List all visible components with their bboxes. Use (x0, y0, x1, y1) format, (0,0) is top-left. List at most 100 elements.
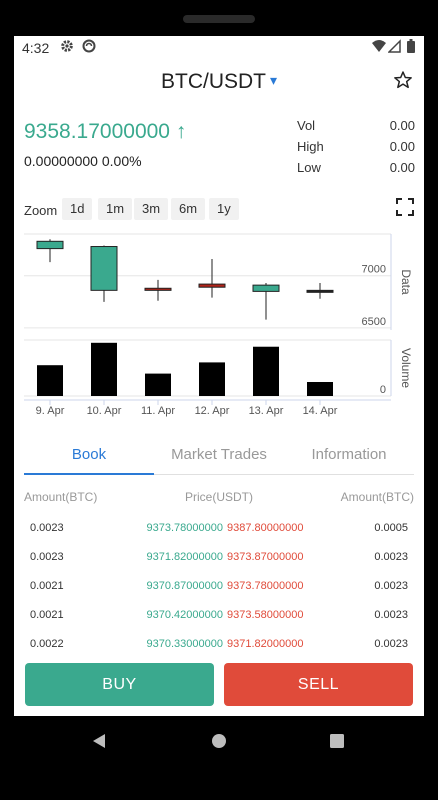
sell-button[interactable]: SELL (224, 663, 413, 706)
order-book-row[interactable]: 0.0021 9370.42000000 9373.58000000 0.002… (24, 603, 414, 632)
volume-bar (253, 346, 279, 396)
candlestick-chart[interactable]: 7000 6500 0 9. Apr 10. Apr 11. Apr 12. Apr 13. … (14, 226, 424, 426)
bid-price: 9373.78000000 (146, 522, 223, 534)
bid-price: 9371.82000000 (146, 551, 223, 563)
status-time: 4:32 (22, 40, 50, 56)
order-book: 0.0023 9373.78000000 9387.80000000 0.000… (24, 516, 414, 661)
wifi-icon (372, 40, 386, 52)
header-price: Price(USDT) (185, 490, 253, 504)
ask-price: 9373.58000000 (227, 609, 304, 621)
price-axis-title: Data (399, 269, 413, 295)
volume-axis-title: Volume (399, 348, 413, 388)
chart-labels: 7000 6500 0 9. Apr 10. Apr 11. Apr 12. Apr 13. … (36, 264, 413, 417)
candle (36, 239, 64, 263)
tab-book[interactable]: Book (71, 446, 107, 463)
ask-amount: 0.0023 (374, 580, 408, 592)
order-book-row[interactable]: 0.0022 9370.33000000 9371.82000000 0.002… (24, 632, 414, 661)
system-nav-bar (0, 716, 438, 766)
chevron-down-icon: ▾ (269, 72, 278, 88)
price-tick-label: 6500 (362, 316, 386, 328)
ticker-stats: Vol 0.00 High 0.00 Low 0.00 (297, 118, 415, 181)
bid-price: 9370.42000000 (146, 609, 223, 621)
candle (252, 283, 280, 320)
volume-bar (91, 342, 117, 396)
arrow-up-icon: ↑ (175, 120, 187, 143)
status-bar: 4:32 (14, 36, 424, 60)
buy-button[interactable]: BUY (25, 663, 214, 706)
gear-icon (61, 40, 73, 52)
ask-price: 9371.82000000 (227, 638, 304, 650)
order-book-row[interactable]: 0.0023 9371.82000000 9373.87000000 0.002… (24, 545, 414, 574)
title-bar: BTC/USDT ▾ (14, 64, 424, 104)
ask-price: 9373.87000000 (227, 551, 304, 563)
bid-amount: 0.0022 (30, 638, 64, 650)
price-tick-label: 7000 (362, 264, 386, 276)
stat-row-vol: Vol 0.00 (297, 118, 415, 139)
pair-selector[interactable]: BTC/USDT ▾ (14, 70, 424, 94)
price-change: 0.00000000 0.00% (24, 153, 142, 169)
bid-amount: 0.0023 (30, 551, 64, 563)
volume-tick-label: 0 (380, 384, 386, 396)
speaker-grille (183, 15, 255, 23)
candle-body (306, 289, 334, 293)
battery-icon (407, 39, 415, 53)
last-price-value: 9358.17000000 (24, 120, 170, 143)
stat-row-low: Low 0.00 (297, 160, 415, 181)
signal-icon (388, 39, 401, 53)
x-tick-label: 11. Apr (141, 405, 175, 417)
ask-amount: 0.0005 (374, 522, 408, 534)
ask-price: 9387.80000000 (227, 522, 304, 534)
recents-icon[interactable] (329, 733, 345, 749)
home-icon[interactable] (211, 733, 227, 749)
zoom-6m-button[interactable]: 6m (171, 198, 206, 220)
candle-body (198, 283, 226, 288)
zoom-label: Zoom (24, 203, 58, 218)
star-outline-icon[interactable] (393, 70, 413, 90)
header-ask-amount: Amount(BTC) (340, 490, 414, 504)
ask-amount: 0.0023 (374, 609, 408, 621)
volume-bar (37, 365, 63, 396)
bid-amount: 0.0023 (30, 522, 64, 534)
stat-label: Low (297, 160, 321, 175)
volume-bar (307, 382, 333, 396)
order-book-row[interactable]: 0.0021 9370.87000000 9373.78000000 0.002… (24, 574, 414, 603)
candle (144, 279, 172, 301)
candle (90, 245, 118, 302)
x-tick-label: 10. Apr (87, 405, 122, 417)
app-screen: 4:32 BTC/USDT ▾ (14, 36, 424, 716)
zoom-1m-button[interactable]: 1m (98, 198, 133, 220)
order-book-row[interactable]: 0.0023 9373.78000000 9387.80000000 0.000… (24, 516, 414, 545)
ask-amount: 0.0023 (374, 638, 408, 650)
active-tab-indicator (24, 473, 154, 475)
zoom-1d-button[interactable]: 1d (62, 198, 93, 220)
candle-body (36, 240, 64, 250)
chart-grid (24, 233, 392, 405)
volume-series (37, 342, 333, 396)
stat-label: High (297, 139, 324, 154)
bid-price: 9370.87000000 (146, 580, 223, 592)
tab-market-trades[interactable]: Market Trades (171, 446, 267, 463)
stat-label: Vol (297, 118, 316, 133)
x-tick-label: 12. Apr (195, 405, 230, 417)
detail-tabs: Book Market Trades Information (24, 440, 414, 475)
bid-amount: 0.0021 (30, 609, 64, 621)
stat-row-high: High 0.00 (297, 139, 415, 160)
tab-information[interactable]: Information (311, 446, 387, 463)
zoom-1y-button[interactable]: 1y (209, 198, 239, 220)
ask-price: 9373.78000000 (227, 580, 304, 592)
bid-price: 9370.33000000 (146, 638, 223, 650)
stat-value: 0.00 (389, 139, 415, 154)
stat-value: 0.00 (389, 160, 415, 175)
volume-bar (145, 373, 171, 396)
candle-body (144, 287, 172, 291)
sync-icon (82, 39, 96, 53)
candle (198, 259, 226, 298)
x-tick-label: 13. Apr (249, 405, 284, 417)
zoom-3m-button[interactable]: 3m (134, 198, 169, 220)
candle-body (90, 246, 118, 291)
fullscreen-icon[interactable] (396, 198, 414, 216)
back-icon[interactable] (91, 733, 107, 749)
pair-title: BTC/USDT (160, 70, 266, 93)
tabs-divider (24, 474, 414, 475)
